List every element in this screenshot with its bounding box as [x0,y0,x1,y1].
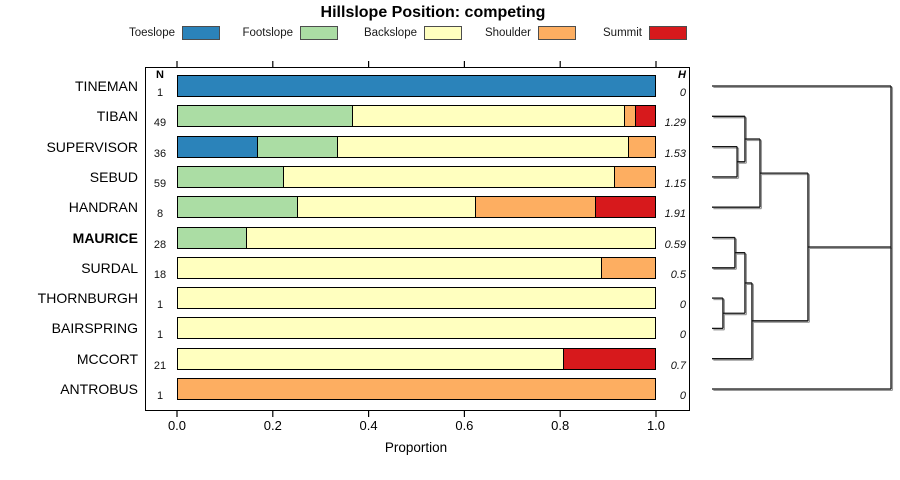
bar-segment-backslope [178,257,603,278]
chart-title: Hillslope Position: competing [320,4,546,21]
bar [177,256,656,279]
h-value: 1.15 [664,177,686,190]
bar-segment-backslope [178,348,565,369]
row-label: HANDRAN [68,199,138,216]
legend-swatch [182,26,220,40]
bar-segment-backslope [353,106,625,127]
legend-item: Footslope [180,25,338,41]
n-value: 49 [153,117,167,130]
n-value: 1 [156,329,164,342]
x-tick-label: 0.2 [263,418,282,433]
bar [177,287,656,310]
bar-segment-backslope [297,197,477,218]
h-column-header: H [678,69,686,81]
n-value: 36 [153,147,167,160]
bar-segment-footslope [178,227,248,248]
bar-segment-toeslope [178,76,655,96]
bar-segment-footslope [178,197,298,218]
legend-item: Backslope [304,25,462,41]
legend-label: Footslope [242,27,293,39]
bar-segment-shoulder [476,197,596,218]
n-value: 28 [153,238,167,251]
bar [177,165,656,188]
bar-segment-backslope [283,166,615,187]
x-tick-label: 0.4 [359,418,378,433]
row-label: SURDAL [81,259,138,276]
bar [177,75,656,97]
legend-swatch [649,26,687,40]
bar-segment-backslope [178,318,655,339]
bar-segment-shoulder [178,379,655,399]
row-label: ANTROBUS [60,381,138,397]
bar-segment-toeslope [178,136,259,157]
h-value: 0.7 [670,359,686,372]
n-column-header: N [156,69,164,81]
h-value: 0 [679,390,686,402]
legend-label: Summit [603,27,642,39]
h-value: 0.5 [670,268,686,281]
legend-label: Backslope [363,27,417,39]
row-label: TINEMAN [75,78,138,94]
row-label: THORNBURGH [37,290,138,307]
legend-swatch [538,26,576,40]
h-value: 0 [679,87,686,99]
x-tick-label: 0.6 [455,418,474,433]
x-tick-label: 0.8 [551,418,570,433]
x-tick-label: 0.0 [167,418,187,433]
bar [177,196,656,219]
n-value: 59 [153,177,167,190]
bar-segment-backslope [338,136,629,157]
legend-swatch [300,26,338,40]
plot-frame [145,67,690,411]
legend-item: Shoulder [418,25,576,41]
n-value: 8 [156,208,164,221]
x-tick-label: 1.0 [646,418,666,433]
n-value: 1 [156,87,164,99]
bar-segment-summit [635,106,655,127]
bar-segment-summit [564,348,655,369]
bar [177,378,656,400]
bar [177,226,656,249]
dendrogram-shadow [713,86,894,392]
row-label: SUPERVISOR [46,138,138,155]
bar-segment-shoulder [628,136,656,157]
row-label: MCCORT [76,350,138,367]
row-label: BAIRSPRING [51,320,138,337]
legend-swatch [424,26,462,40]
bar [177,105,656,128]
dendrogram-lines [712,85,892,390]
n-value: 21 [153,359,167,372]
bar-segment-shoulder [614,166,655,187]
x-axis-title: Proportion [384,440,448,455]
bar-segment-backslope [247,227,655,248]
h-value: 1.29 [664,117,686,130]
n-value: 18 [153,268,167,281]
row-label: TIBAN [96,108,138,125]
h-value: 1.91 [664,208,686,221]
legend-item: Toeslope [62,25,220,41]
h-value: 0.59 [664,238,686,251]
bar-segment-shoulder [602,257,655,278]
n-value: 1 [156,299,164,312]
h-value: 0 [679,299,686,312]
legend-label: Shoulder [484,27,531,39]
legend-item: Summit [529,25,687,41]
h-value: 1.53 [664,147,686,160]
bar-segment-summit [595,197,655,218]
bar-segment-footslope [178,166,284,187]
bar [177,347,656,370]
n-value: 1 [156,390,164,402]
row-label: SEBUD [89,168,138,185]
bar [177,317,656,340]
bar-segment-backslope [178,288,655,309]
bar-segment-shoulder [624,106,636,127]
h-value: 0 [679,329,686,342]
row-label: MAURICE [72,229,138,246]
legend-label: Toeslope [128,27,175,39]
bar-segment-footslope [178,106,354,127]
bar-segment-footslope [258,136,339,157]
bar [177,135,656,158]
